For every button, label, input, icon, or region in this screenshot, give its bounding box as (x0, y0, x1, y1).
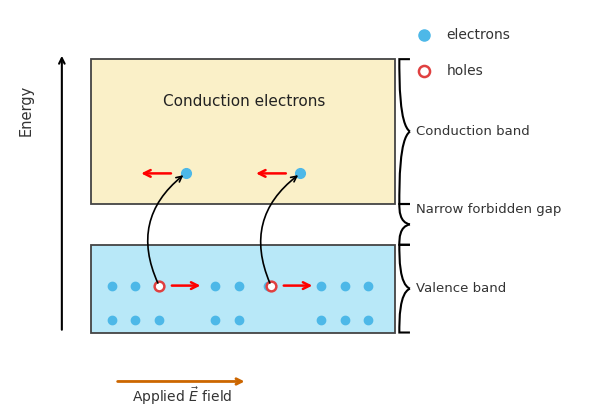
Text: Applied $\vec{E}$ field: Applied $\vec{E}$ field (133, 386, 233, 408)
Bar (91, 59, 395, 204)
Text: Energy: Energy (19, 84, 34, 136)
FancyArrowPatch shape (261, 176, 297, 283)
Text: electrons: electrons (446, 28, 510, 42)
FancyArrowPatch shape (148, 176, 182, 283)
Text: Conduction electrons: Conduction electrons (163, 95, 326, 109)
Bar (91, 245, 395, 333)
Text: Valence band: Valence band (416, 282, 506, 295)
Text: holes: holes (446, 64, 483, 78)
Text: Conduction band: Conduction band (416, 125, 530, 138)
Text: Narrow forbidden gap: Narrow forbidden gap (416, 203, 561, 216)
